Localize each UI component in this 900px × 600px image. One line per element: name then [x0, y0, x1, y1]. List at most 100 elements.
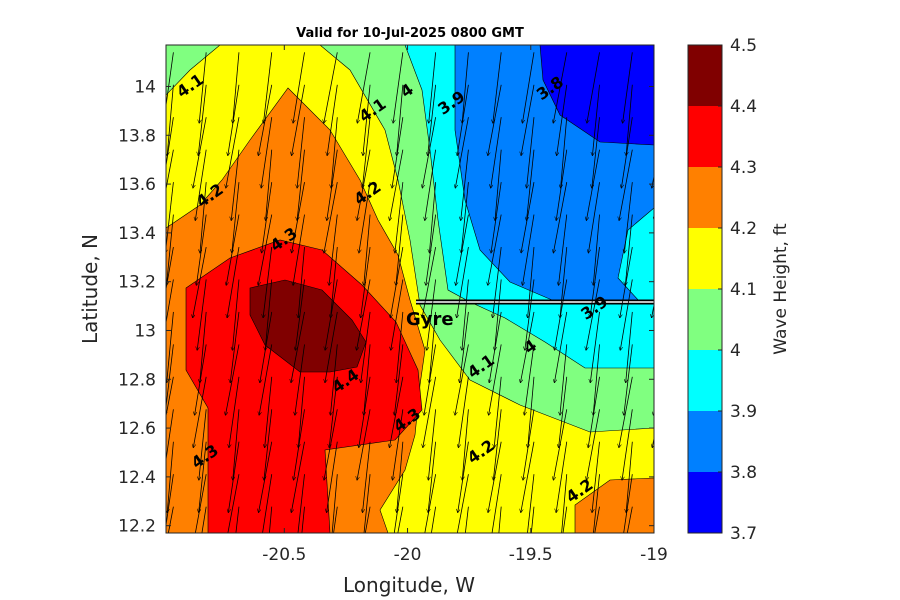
wind-vector-arrow: [621, 117, 633, 188]
wind-vector-arrow: [491, 474, 502, 533]
wind-vector-arrow: [586, 279, 600, 350]
y-axis-label: Latitude, N: [78, 234, 102, 344]
axes-frame: [165, 44, 655, 534]
wind-vector-arrow: [554, 279, 568, 350]
wind-vector-arrow: [258, 84, 273, 156]
wind-vector-arrow: [166, 52, 174, 123]
wind-vector-arrow: [301, 506, 305, 533]
wind-vector-arrow: [556, 441, 568, 513]
wind-vector-arrow: [198, 84, 207, 156]
x-tick-label: -20.5: [262, 545, 306, 565]
wind-vector-arrow: [397, 506, 404, 533]
colorbar-tick-label: 4.4: [730, 97, 757, 117]
wind-vector-arrow: [458, 376, 469, 448]
wind-vector-arrow: [562, 506, 568, 533]
wind-vector-arrow: [457, 246, 469, 318]
wind-vector-arrow: [658, 52, 665, 123]
wind-vector-arrow: [226, 117, 240, 188]
band-4-1-to-4-2-topleft: [166, 45, 221, 96]
wind-vector-arrow: [233, 409, 240, 480]
y-tick-label: 12.2: [118, 517, 156, 537]
y-axis-ticks: 12.2 12.4 12.6 12.8 13 13.2 13.4 13.6 13.8 14: [118, 77, 654, 537]
wind-vector-arrow: [331, 246, 338, 318]
wind-vector-arrow: [624, 182, 633, 253]
wind-vector-arrow: [525, 279, 535, 350]
wind-vector-arrow: [462, 409, 469, 480]
wind-vector-arrow: [297, 149, 305, 221]
wind-vector-arrow: [233, 52, 240, 123]
wind-vector-arrow: [426, 214, 437, 286]
wind-vector-arrow: [329, 376, 338, 448]
wind-vector-arrow: [269, 506, 273, 533]
wind-vector-arrow: [494, 376, 502, 448]
wind-vector-arrow: [460, 311, 469, 383]
wind-vector-arrow: [262, 182, 273, 253]
wind-vector-arrow: [423, 376, 437, 448]
wind-vector-arrow: [429, 52, 437, 123]
wind-vector-arrow: [195, 344, 207, 415]
wind-vector-arrow: [193, 117, 207, 188]
wind-vector-arrow: [522, 52, 535, 123]
wind-vector-arrow: [390, 246, 404, 318]
wind-vector-arrow: [196, 214, 207, 286]
wind-vector-arrow: [324, 409, 338, 480]
wind-vector-arrow: [230, 311, 240, 383]
wind-vector-arrow: [357, 409, 371, 480]
wind-vector-arrow: [390, 149, 404, 221]
wind-vector-arrow: [200, 539, 206, 600]
wind-vector-arrow: [523, 214, 535, 286]
wind-vector-arrow: [396, 311, 404, 383]
wind-vector-arrow: [199, 52, 207, 123]
wind-vector-arrow: [493, 246, 502, 318]
wind-vector-arrow: [324, 52, 338, 123]
wind-vector-arrow: [357, 52, 371, 123]
wind-vector-arrow: [330, 344, 338, 415]
wind-vector-arrow: [455, 117, 469, 188]
wind-vector-arrow: [363, 474, 371, 533]
wind-vector-arrow: [264, 409, 273, 480]
wind-vector-arrow: [557, 84, 568, 156]
colorbar-band: [688, 472, 722, 533]
x-tick-label: -20: [394, 545, 422, 565]
wind-vector-arrow: [167, 311, 174, 383]
wind-vector-arrow: [392, 117, 404, 188]
colorbar-band: [688, 350, 722, 411]
wind-vector-arrow: [293, 52, 305, 123]
colorbar-band: [688, 106, 722, 167]
colorbar-tick-label: 4.3: [730, 158, 757, 178]
wind-vector-field: [166, 52, 665, 600]
chart-title: Valid for 10-Jul-2025 0800 GMT: [296, 26, 524, 41]
wind-vector-arrow: [586, 149, 600, 221]
wind-vector-arrow: [424, 474, 437, 533]
wind-vector-arrow: [166, 117, 174, 169]
wind-vector-arrow: [200, 311, 207, 383]
wind-vector-arrow: [295, 344, 305, 415]
wind-vector-arrow: [624, 344, 633, 415]
wind-vector-arrow: [659, 312, 665, 383]
colorbar-label: Wave Height, ft: [771, 223, 791, 355]
wind-vector-arrow: [166, 149, 174, 192]
wind-vector-arrow: [397, 441, 404, 513]
wind-vector-arrow: [331, 474, 338, 533]
wind-vector-arrow: [590, 311, 600, 383]
contour-plot-area: 4.14.14 3.9 3.84.2 4.24.33.944.14.44.34.24.…: [166, 45, 665, 600]
wind-vector-arrow: [325, 279, 338, 350]
wind-vector-arrow: [593, 344, 600, 415]
colorbar-tick-label: 4.1: [730, 280, 757, 300]
wind-vector-arrow: [520, 311, 535, 383]
wind-vector-arrow: [655, 215, 665, 286]
colorbar-tick-label: 3.8: [730, 463, 757, 483]
wind-vector-arrow: [265, 376, 273, 448]
wind-vector-arrow: [429, 311, 437, 383]
y-tick-label: 13.8: [118, 126, 156, 146]
colorbar-band: [688, 289, 722, 350]
wind-vector-arrow: [656, 279, 665, 350]
wind-vector-arrow: [325, 311, 338, 383]
band-3-7-to-3-8: [539, 45, 654, 146]
wind-vector-arrow: [588, 539, 600, 600]
wind-vector-arrow: [462, 52, 469, 123]
wind-vector-arrow: [626, 506, 633, 533]
wind-vector-arrow: [561, 474, 568, 533]
wind-vector-arrow: [493, 52, 502, 123]
wind-vector-arrow: [291, 311, 305, 383]
